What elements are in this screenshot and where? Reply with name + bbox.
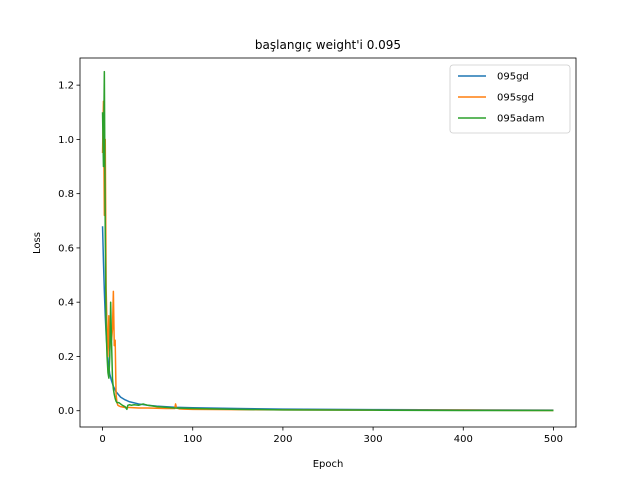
series-line-095sgd [101, 100, 554, 412]
x-tick-label: 200 [273, 434, 292, 445]
legend-label-095gd: 095gd [497, 72, 529, 83]
y-tick-label: 0.4 [58, 298, 74, 309]
chart-title: başlangıç weight'i 0.095 [255, 38, 401, 52]
x-tick-label: 100 [183, 434, 202, 445]
legend: 095gd 095sgd 095adam [449, 64, 571, 134]
x-tick-label: 400 [454, 434, 473, 445]
series-line-095adam [101, 70, 554, 412]
y-tick-label: 0.2 [58, 352, 74, 363]
x-tick-label: 300 [364, 434, 383, 445]
x-axis-ticks: 0 100 200 300 400 500 [99, 427, 563, 445]
y-tick-label: 0.6 [58, 243, 74, 254]
plot-frame [79, 57, 577, 428]
legend-box [449, 64, 571, 134]
plot-lines [101, 70, 554, 412]
y-axis-ticks: 0.0 0.2 0.4 0.6 0.8 1.0 1.2 [58, 81, 80, 417]
y-tick-label: 0.8 [58, 189, 74, 200]
y-axis-label: Loss [32, 232, 43, 254]
y-tick-label: 1.0 [58, 135, 74, 146]
x-axis-label: Epoch [313, 459, 344, 470]
x-tick-label: 0 [99, 434, 105, 445]
legend-label-095sgd: 095sgd [497, 93, 534, 104]
y-tick-label: 1.2 [58, 81, 74, 92]
x-tick-label: 500 [544, 434, 563, 445]
legend-label-095adam: 095adam [497, 114, 544, 125]
legend-entries: 095gd 095sgd 095adam [458, 72, 544, 125]
y-tick-label: 0.0 [58, 406, 74, 417]
series-line-095gd [101, 226, 554, 411]
